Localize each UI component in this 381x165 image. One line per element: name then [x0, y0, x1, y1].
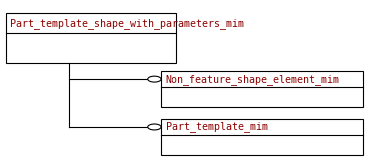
Circle shape [148, 124, 161, 130]
FancyBboxPatch shape [161, 119, 363, 155]
FancyBboxPatch shape [6, 13, 176, 63]
Text: Non_feature_shape_element_mim: Non_feature_shape_element_mim [165, 74, 339, 85]
Circle shape [148, 76, 161, 82]
FancyBboxPatch shape [161, 71, 363, 107]
Text: Part_template_mim: Part_template_mim [165, 121, 267, 132]
Text: Part_template_shape_with_parameters_mim: Part_template_shape_with_parameters_mim [10, 18, 244, 29]
